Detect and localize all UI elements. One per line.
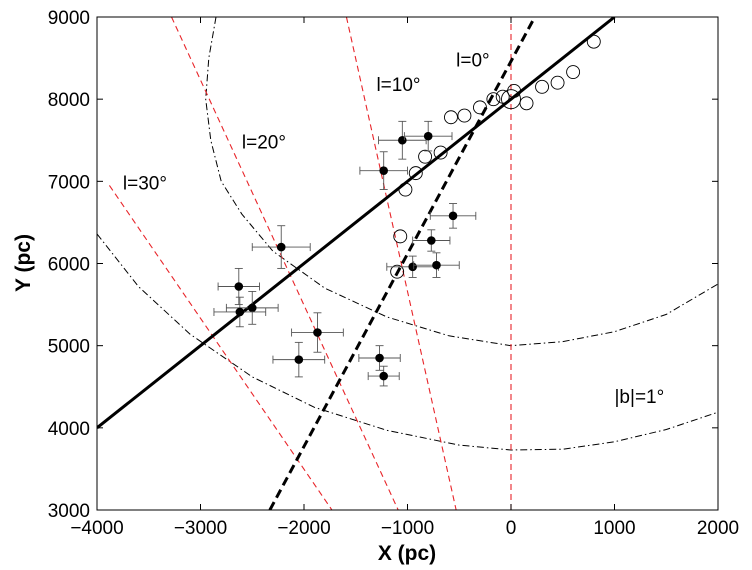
filled-point bbox=[235, 307, 245, 317]
filled-point bbox=[427, 236, 436, 245]
y-tick-label: 4000 bbox=[48, 419, 90, 440]
solid-fit-line bbox=[97, 17, 616, 430]
filled-point bbox=[398, 135, 407, 145]
open-circle-point bbox=[398, 182, 413, 197]
latitude-curve-inner bbox=[205, 17, 718, 347]
errorbar-point bbox=[367, 365, 400, 387]
plot-background bbox=[97, 17, 718, 510]
errorbar-point bbox=[217, 267, 260, 306]
y-tick-label: 7000 bbox=[48, 172, 90, 193]
x-axis-title: X (pc) bbox=[378, 542, 436, 565]
errorbar-point bbox=[412, 229, 451, 252]
open-circle-point bbox=[507, 83, 522, 98]
filled-point bbox=[294, 355, 304, 364]
latitude-curve-outer bbox=[97, 233, 718, 451]
open-circle-point bbox=[586, 34, 601, 49]
y-tick-label: 6000 bbox=[48, 255, 90, 276]
y-axis-title: Y (pc) bbox=[12, 234, 35, 292]
errorbar-point bbox=[429, 203, 477, 229]
open-circle-point bbox=[535, 79, 549, 94]
filled-point bbox=[448, 211, 458, 221]
longitude-line-3 bbox=[108, 185, 333, 510]
y-tick-label: 5000 bbox=[48, 337, 90, 358]
open-circle-point bbox=[486, 92, 501, 107]
open-circle-point bbox=[444, 110, 458, 125]
errorbar-point bbox=[213, 296, 267, 328]
annotation-label: l=0° bbox=[456, 50, 489, 71]
longitude-line-2 bbox=[171, 17, 399, 510]
open-circle-point bbox=[433, 145, 448, 160]
dashed-fit-line bbox=[268, 17, 537, 510]
annotation-label: |b|=1° bbox=[615, 387, 665, 408]
filled-point bbox=[379, 166, 388, 175]
filled-point bbox=[375, 353, 384, 363]
longitude-line-1 bbox=[345, 17, 457, 510]
filled-point bbox=[379, 371, 388, 381]
open-circle-point bbox=[550, 75, 565, 90]
errorbar-point bbox=[386, 255, 439, 278]
filled-point bbox=[276, 242, 286, 252]
x-tick-label: 1000 bbox=[593, 518, 635, 539]
open-circle-point bbox=[566, 65, 581, 80]
annotation-label: l=30° bbox=[123, 174, 167, 195]
errorbar-point bbox=[225, 290, 279, 325]
x-tick-label: −4000 bbox=[70, 518, 123, 539]
filled-point bbox=[313, 328, 322, 337]
errorbar-point bbox=[413, 252, 460, 278]
errorbar-point bbox=[358, 345, 401, 371]
open-circle-point bbox=[418, 149, 433, 164]
errorbar-point bbox=[251, 225, 311, 269]
x-tick-label: −2000 bbox=[277, 518, 330, 539]
errorbar-point bbox=[359, 151, 408, 191]
x-tick-label: −3000 bbox=[174, 518, 227, 539]
open-circle-point bbox=[473, 100, 487, 115]
y-tick-label: 9000 bbox=[48, 8, 90, 29]
x-tick-label: 0 bbox=[506, 518, 517, 539]
filled-point bbox=[408, 262, 417, 272]
y-tick-label: 3000 bbox=[48, 501, 90, 522]
filled-point bbox=[247, 303, 257, 313]
open-circle-point bbox=[390, 264, 405, 279]
annotation-label: l=20° bbox=[242, 132, 286, 153]
open-circle-point bbox=[457, 108, 472, 123]
annotation-label: l=10° bbox=[376, 75, 420, 96]
x-tick-label: −1000 bbox=[381, 518, 434, 539]
open-circle-point bbox=[393, 229, 408, 244]
filled-point bbox=[432, 260, 441, 270]
errorbar-point bbox=[272, 341, 326, 378]
errorbar-point bbox=[403, 120, 453, 152]
sun-marker bbox=[501, 89, 521, 110]
x-tick-label: 2000 bbox=[697, 518, 739, 539]
y-tick-label: 8000 bbox=[48, 90, 90, 111]
filled-point bbox=[234, 282, 244, 291]
open-circle-point bbox=[408, 166, 423, 181]
filled-point bbox=[423, 131, 433, 141]
errorbar-point bbox=[291, 312, 344, 353]
